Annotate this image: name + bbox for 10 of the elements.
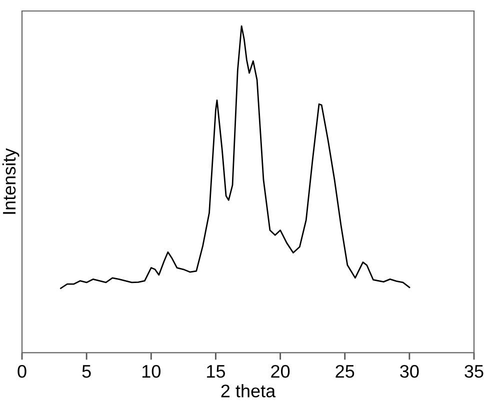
- x-tick-label: 20: [271, 364, 290, 378]
- x-tick-label: 10: [142, 364, 160, 378]
- x-tick-label: 25: [336, 364, 354, 378]
- x-axis-title: 2 theta: [221, 384, 276, 398]
- x-tick-label: 35: [464, 364, 484, 378]
- x-tick-label: 5: [82, 365, 91, 378]
- x-tick-label: 0: [18, 364, 26, 378]
- x-tick-label: 30: [400, 364, 419, 378]
- y-axis-title: Intensity: [2, 148, 20, 214]
- x-tick-label: 15: [207, 365, 225, 378]
